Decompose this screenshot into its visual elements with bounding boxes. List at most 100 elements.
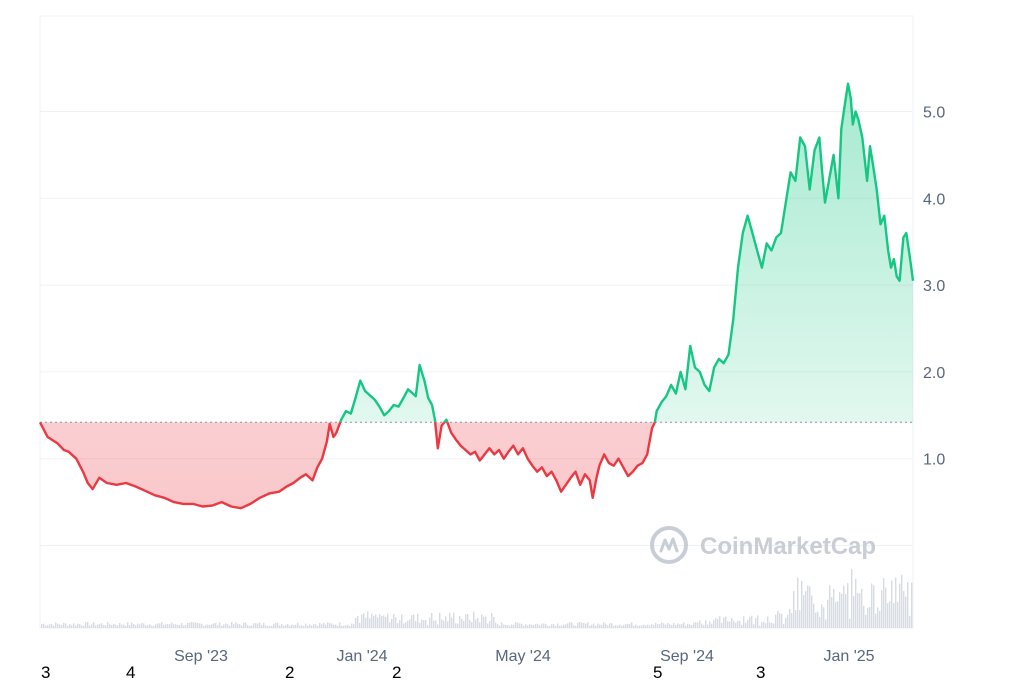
volume-bar bbox=[753, 624, 755, 628]
volume-bar bbox=[107, 622, 109, 628]
volume-bar bbox=[857, 593, 859, 628]
volume-bar bbox=[85, 622, 87, 628]
volume-bar bbox=[99, 623, 101, 628]
volume-bar bbox=[669, 624, 671, 628]
volume-bar bbox=[47, 625, 49, 628]
volume-bar bbox=[129, 625, 131, 628]
volume-bar bbox=[269, 625, 271, 628]
volume-bar bbox=[203, 625, 205, 628]
volume-bar bbox=[287, 624, 289, 628]
volume-bar bbox=[285, 624, 287, 628]
volume-bar bbox=[621, 625, 623, 628]
volume-bar bbox=[679, 624, 681, 628]
volume-bar bbox=[749, 616, 751, 628]
volume-bar bbox=[741, 625, 743, 628]
volume-bar bbox=[911, 582, 913, 628]
volume-bar bbox=[829, 585, 831, 628]
volume-bar bbox=[813, 603, 815, 628]
volume-bar bbox=[575, 625, 577, 628]
volume-bar bbox=[375, 614, 377, 628]
volume-bar bbox=[819, 616, 821, 628]
volume-bar bbox=[183, 625, 185, 628]
volume-bar bbox=[637, 625, 639, 628]
volume-bar bbox=[73, 623, 75, 628]
volume-bar bbox=[243, 622, 245, 628]
volume-bar bbox=[79, 624, 81, 628]
volume-bar bbox=[863, 605, 865, 628]
volume-bar bbox=[811, 595, 813, 628]
volume-bar bbox=[321, 624, 323, 628]
volume-bar bbox=[491, 613, 493, 628]
volume-bar bbox=[111, 625, 113, 628]
volume-bar bbox=[275, 622, 277, 628]
x-tick-label: Jan '24 bbox=[336, 648, 387, 665]
volume-bar bbox=[511, 624, 513, 628]
volume-bar bbox=[525, 624, 527, 628]
volume-bar bbox=[361, 614, 363, 628]
volume-bar bbox=[379, 614, 381, 628]
volume-bar bbox=[421, 619, 423, 628]
volume-bar bbox=[175, 624, 177, 628]
volume-bar bbox=[771, 622, 773, 628]
volume-bar bbox=[543, 623, 545, 628]
bottom-number: 4 bbox=[126, 663, 136, 682]
volume-bar bbox=[783, 624, 785, 628]
volume-bar bbox=[279, 625, 281, 628]
volume-bar bbox=[873, 585, 875, 628]
volume-bar bbox=[551, 624, 553, 628]
volume-bar bbox=[309, 624, 311, 628]
volume-bar bbox=[545, 624, 547, 628]
volume-bar bbox=[627, 623, 629, 628]
volume-bar bbox=[261, 625, 263, 628]
volume-bar bbox=[413, 614, 415, 628]
volume-bar bbox=[459, 616, 461, 628]
volume-bar bbox=[245, 622, 247, 628]
volume-bar bbox=[369, 618, 371, 628]
volume-bar bbox=[535, 623, 537, 628]
volume-bar bbox=[247, 624, 249, 628]
volume-bar bbox=[713, 620, 715, 628]
volume-bar bbox=[449, 612, 451, 628]
volume-bar bbox=[117, 625, 119, 628]
volume-bar bbox=[629, 623, 631, 628]
volume-bar bbox=[475, 619, 477, 628]
volume-bar bbox=[847, 583, 849, 628]
volume-bar bbox=[559, 625, 561, 628]
volume-bar bbox=[473, 611, 475, 628]
volume-bar bbox=[53, 625, 55, 628]
volume-bar bbox=[257, 623, 259, 628]
volume-bar bbox=[671, 624, 673, 628]
volume-bar bbox=[63, 622, 65, 628]
volume-bar bbox=[283, 625, 285, 628]
volume-bar bbox=[609, 623, 611, 628]
volume-bar bbox=[351, 623, 353, 628]
bottom-number: 5 bbox=[653, 663, 663, 682]
volume-bar bbox=[311, 625, 313, 628]
volume-bar bbox=[555, 625, 557, 628]
volume-bar bbox=[791, 612, 793, 628]
x-tick-label: May '24 bbox=[495, 648, 551, 665]
volume-bar bbox=[821, 604, 823, 628]
volume-bar bbox=[353, 624, 355, 628]
volume-bar bbox=[845, 594, 847, 628]
volume-bar bbox=[89, 625, 91, 628]
volume-bar bbox=[891, 580, 893, 628]
volume-bar bbox=[463, 620, 465, 628]
volume-bar bbox=[359, 622, 361, 628]
volume-bar bbox=[495, 622, 497, 628]
volume-bar bbox=[647, 624, 649, 628]
volume-bar bbox=[371, 613, 373, 628]
volume-bar bbox=[191, 622, 193, 628]
volume-bar bbox=[431, 612, 433, 628]
volume-bar bbox=[591, 624, 593, 628]
volume-bar bbox=[193, 622, 195, 628]
volume-bar bbox=[253, 623, 255, 628]
volume-bar bbox=[667, 623, 669, 628]
volume-bar bbox=[795, 610, 797, 628]
volume-bar bbox=[801, 580, 803, 628]
volume-bar bbox=[755, 617, 757, 628]
volume-bar bbox=[163, 624, 165, 628]
volume-bar bbox=[579, 622, 581, 628]
volume-bar bbox=[557, 623, 559, 628]
volume-bar bbox=[685, 625, 687, 628]
